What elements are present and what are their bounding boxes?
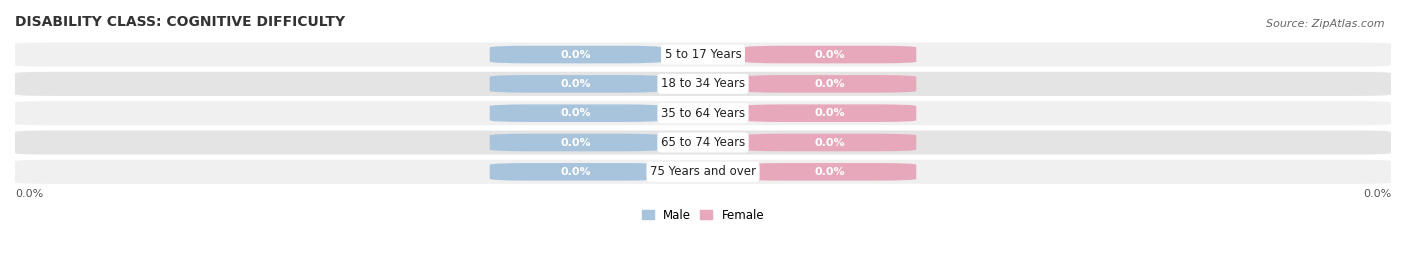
- Text: 35 to 64 Years: 35 to 64 Years: [661, 107, 745, 120]
- FancyBboxPatch shape: [744, 163, 917, 181]
- FancyBboxPatch shape: [744, 104, 917, 122]
- Text: 0.0%: 0.0%: [815, 79, 845, 89]
- FancyBboxPatch shape: [15, 43, 1391, 67]
- FancyBboxPatch shape: [489, 163, 662, 181]
- FancyBboxPatch shape: [744, 75, 917, 93]
- Text: Source: ZipAtlas.com: Source: ZipAtlas.com: [1267, 19, 1385, 29]
- Text: 75 Years and over: 75 Years and over: [650, 165, 756, 178]
- Text: 0.0%: 0.0%: [815, 137, 845, 147]
- FancyBboxPatch shape: [15, 101, 1391, 125]
- Text: 0.0%: 0.0%: [561, 167, 591, 177]
- FancyBboxPatch shape: [489, 46, 662, 63]
- FancyBboxPatch shape: [489, 75, 662, 93]
- Text: 0.0%: 0.0%: [561, 137, 591, 147]
- Text: 0.0%: 0.0%: [561, 50, 591, 60]
- Text: 0.0%: 0.0%: [1362, 189, 1391, 199]
- Text: 18 to 34 Years: 18 to 34 Years: [661, 77, 745, 90]
- Text: 0.0%: 0.0%: [561, 79, 591, 89]
- FancyBboxPatch shape: [15, 72, 1391, 96]
- FancyBboxPatch shape: [15, 160, 1391, 184]
- FancyBboxPatch shape: [744, 46, 917, 63]
- Text: 0.0%: 0.0%: [815, 50, 845, 60]
- Text: 65 to 74 Years: 65 to 74 Years: [661, 136, 745, 149]
- Text: DISABILITY CLASS: COGNITIVE DIFFICULTY: DISABILITY CLASS: COGNITIVE DIFFICULTY: [15, 15, 344, 29]
- FancyBboxPatch shape: [744, 134, 917, 151]
- Text: 5 to 17 Years: 5 to 17 Years: [665, 48, 741, 61]
- FancyBboxPatch shape: [15, 130, 1391, 154]
- Text: 0.0%: 0.0%: [15, 189, 44, 199]
- Text: 0.0%: 0.0%: [815, 167, 845, 177]
- Legend: Male, Female: Male, Female: [641, 209, 765, 222]
- FancyBboxPatch shape: [489, 134, 662, 151]
- FancyBboxPatch shape: [489, 104, 662, 122]
- Text: 0.0%: 0.0%: [561, 108, 591, 118]
- Text: 0.0%: 0.0%: [815, 108, 845, 118]
